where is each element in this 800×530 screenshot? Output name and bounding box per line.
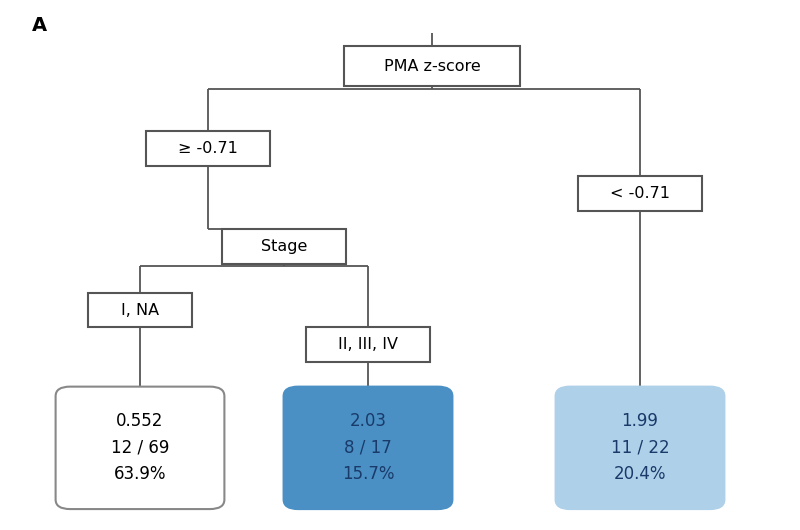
FancyBboxPatch shape — [55, 387, 224, 509]
FancyBboxPatch shape — [578, 176, 702, 210]
Text: 1.99
11 / 22
20.4%: 1.99 11 / 22 20.4% — [610, 412, 670, 483]
FancyBboxPatch shape — [222, 229, 346, 263]
Text: < -0.71: < -0.71 — [610, 186, 670, 201]
FancyBboxPatch shape — [88, 293, 192, 328]
FancyBboxPatch shape — [344, 47, 520, 86]
Text: 0.552
12 / 69
63.9%: 0.552 12 / 69 63.9% — [111, 412, 169, 483]
FancyBboxPatch shape — [555, 387, 725, 509]
Text: ≥ -0.71: ≥ -0.71 — [178, 141, 238, 156]
Text: I, NA: I, NA — [121, 303, 159, 317]
Text: II, III, IV: II, III, IV — [338, 337, 398, 352]
Text: Stage: Stage — [261, 239, 307, 254]
FancyBboxPatch shape — [306, 327, 430, 361]
Text: PMA z-score: PMA z-score — [384, 59, 480, 74]
FancyBboxPatch shape — [284, 387, 453, 509]
Text: 2.03
8 / 17
15.7%: 2.03 8 / 17 15.7% — [342, 412, 394, 483]
FancyBboxPatch shape — [146, 131, 270, 165]
Text: A: A — [32, 16, 47, 35]
